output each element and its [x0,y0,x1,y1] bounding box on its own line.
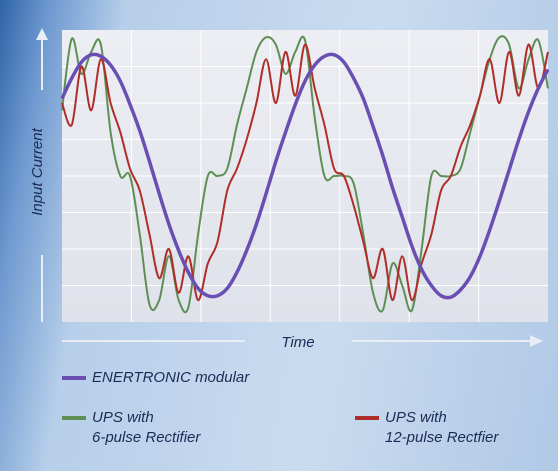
legend-swatch [355,416,379,420]
legend-label: ENERTRONIC modular [92,369,250,386]
legend-label: UPS with 12-pulse Rectfier [385,409,499,446]
legend-swatch [62,416,86,420]
lines [60,35,550,314]
x-axis-label: Time [281,334,314,351]
y-arrow-head [36,28,48,40]
legend-label: UPS with 6-pulse Rectifier [92,409,201,446]
series-line [61,35,549,314]
x-arrow-head [530,335,543,347]
series-line [60,52,550,300]
y-axis-label: Input Current [29,127,46,215]
legend-swatch [62,376,86,380]
series-line [61,43,549,302]
